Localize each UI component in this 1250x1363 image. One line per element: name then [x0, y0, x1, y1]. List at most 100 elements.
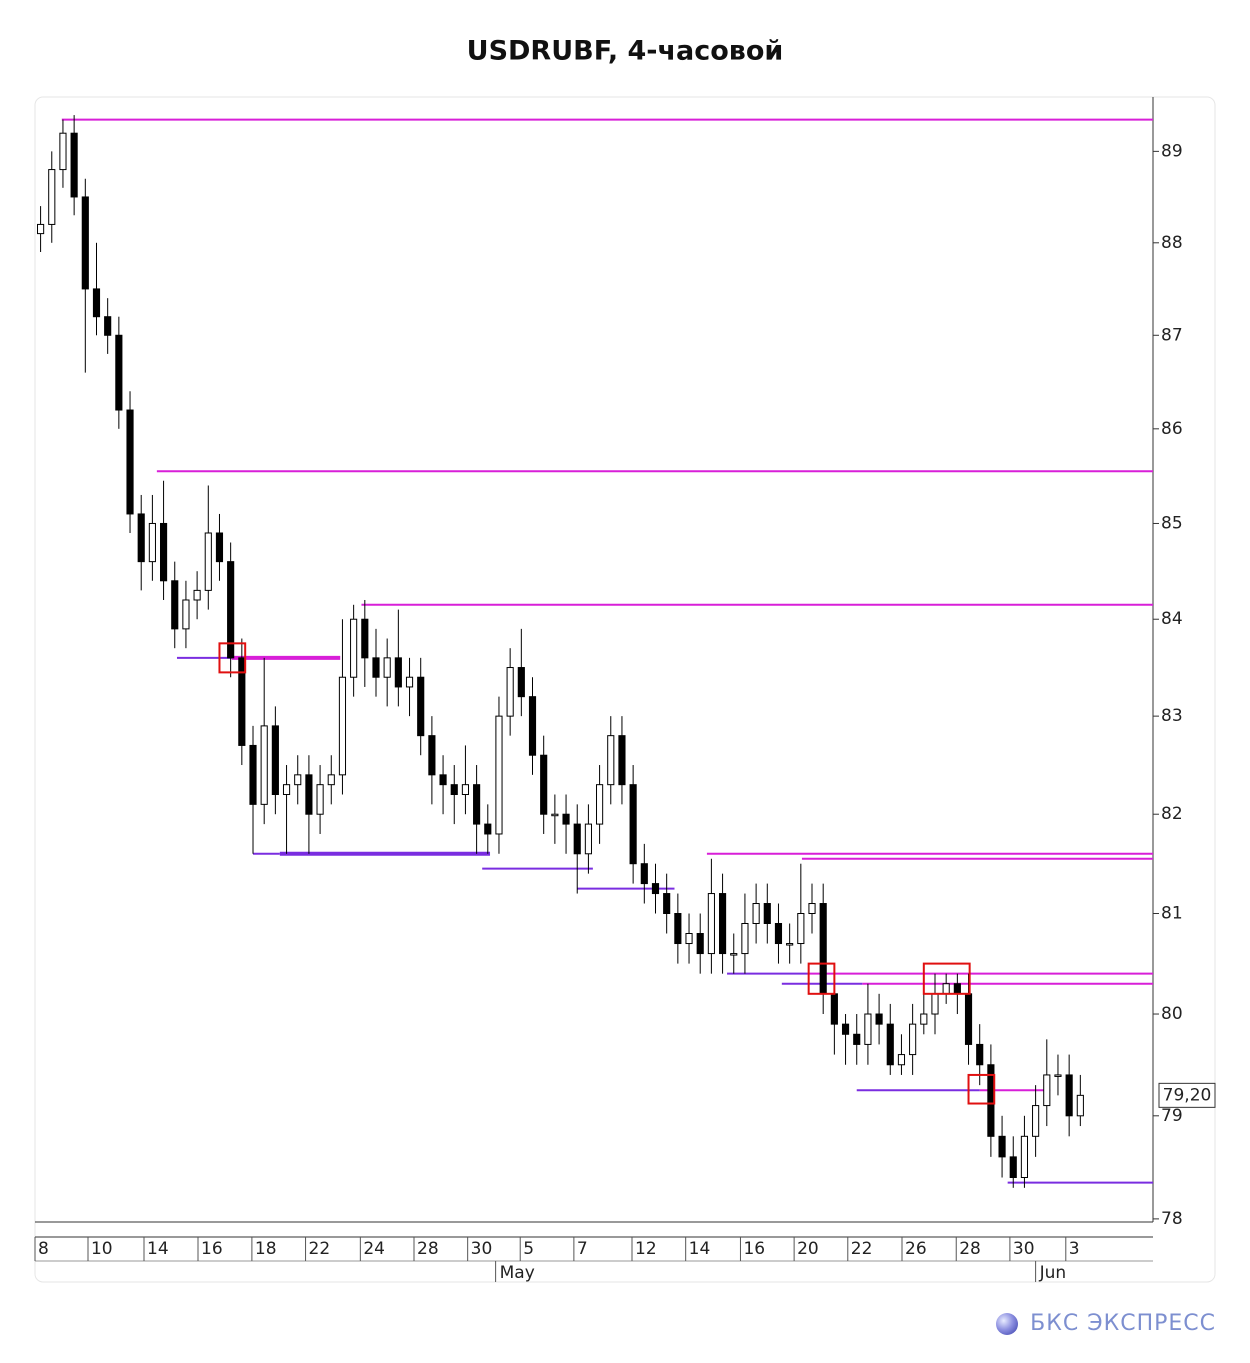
y-tick-label: 81 — [1161, 904, 1183, 924]
x-tick-label: 20 — [797, 1239, 819, 1259]
candle-body — [1009, 1156, 1017, 1178]
candle-body — [774, 922, 783, 945]
candle-body — [573, 823, 581, 855]
candle-body — [663, 893, 671, 915]
y-tick-label: 85 — [1161, 513, 1183, 533]
x-tick-label: 16 — [201, 1239, 223, 1259]
candle-body — [607, 735, 615, 786]
candle-body — [204, 532, 212, 591]
candle-body — [841, 1023, 850, 1035]
candle-body — [316, 784, 324, 815]
x-tick-label: 24 — [363, 1239, 385, 1259]
candle-body — [819, 903, 827, 995]
candle-body — [450, 784, 458, 796]
candle-body — [596, 784, 604, 825]
x-tick-label: 30 — [471, 1239, 493, 1259]
x-tick-label: 16 — [743, 1239, 765, 1259]
candle-body — [584, 823, 592, 855]
candle-body — [808, 903, 816, 915]
candle-body — [383, 657, 391, 678]
candle-body — [797, 913, 805, 945]
brand-logo — [996, 1313, 1018, 1335]
candle-body — [372, 657, 380, 678]
candle-body — [428, 735, 436, 776]
candle-body — [148, 522, 156, 563]
highlight-box — [967, 1073, 996, 1105]
candle-body — [696, 933, 704, 955]
candle-body — [853, 1033, 861, 1045]
candle-body — [528, 696, 537, 756]
candle-body — [1065, 1074, 1073, 1117]
candle-body — [886, 1023, 894, 1066]
chart-panel — [34, 96, 1216, 1283]
candle-body — [629, 784, 637, 865]
candle-body — [260, 725, 268, 805]
candle-body — [976, 1043, 984, 1066]
candle-body — [439, 774, 447, 786]
candle-body — [282, 784, 291, 796]
candle-body — [484, 823, 492, 835]
x-tick-label: 7 — [577, 1239, 588, 1259]
candle-body — [718, 893, 727, 955]
y-tick-label: 86 — [1161, 419, 1183, 439]
candle-body — [350, 618, 358, 678]
candle-body — [70, 132, 78, 198]
x-tick-label: 28 — [417, 1239, 439, 1259]
candle-body — [1043, 1074, 1051, 1107]
candle-body — [875, 1013, 883, 1025]
x-tick-label: 10 — [91, 1239, 113, 1259]
y-tick-label: 82 — [1161, 804, 1183, 824]
candle-body — [417, 676, 425, 737]
candle-body — [562, 813, 570, 825]
candle-body — [59, 132, 67, 171]
candle-body — [238, 657, 246, 746]
candle-body — [495, 715, 503, 835]
x-tick-label: 26 — [905, 1239, 927, 1259]
y-tick-label: 84 — [1161, 609, 1183, 629]
candle-body — [1032, 1105, 1040, 1137]
candle-body — [685, 933, 693, 945]
x-tick-label: 14 — [689, 1239, 711, 1259]
candle-body — [786, 943, 794, 946]
candle-body — [1054, 1074, 1062, 1077]
candle-body — [920, 1013, 928, 1025]
candle-body — [461, 784, 470, 796]
y-tick-label: 80 — [1161, 1004, 1183, 1024]
candle-body — [115, 334, 123, 411]
highlight-box — [218, 642, 247, 674]
candle-body — [126, 409, 134, 515]
x-tick-label: 28 — [959, 1239, 981, 1259]
y-tick-label: 78 — [1161, 1209, 1183, 1229]
x-tick-label: 22 — [309, 1239, 331, 1259]
brand: БКС ЭКСПРЕСС — [1030, 1311, 1216, 1336]
highlight-box — [807, 962, 836, 995]
candle-body — [506, 667, 514, 717]
candle-body — [1076, 1094, 1084, 1117]
candle-body — [227, 561, 235, 659]
month-label: Jun — [1039, 1263, 1067, 1283]
last-price-label: 79,20 — [1163, 1085, 1212, 1105]
candle-body — [651, 883, 660, 895]
candle-body — [640, 863, 648, 885]
x-tick-label: 30 — [1013, 1239, 1035, 1259]
x-tick-label: 22 — [851, 1239, 873, 1259]
candle-body — [707, 893, 715, 955]
last-price-box — [1158, 1082, 1216, 1108]
y-tick-label: 87 — [1161, 325, 1183, 345]
x-tick-label: 12 — [635, 1239, 657, 1259]
candle-body — [953, 983, 961, 995]
candle-body — [294, 774, 302, 786]
candle-body — [752, 903, 760, 924]
candle-body — [361, 618, 369, 659]
candle-body — [763, 903, 771, 924]
candle-body — [517, 667, 525, 698]
candle-body — [182, 599, 190, 630]
candle-body — [964, 993, 973, 1045]
candle-body — [48, 169, 56, 225]
candle-body — [909, 1023, 917, 1056]
candle-body — [137, 513, 145, 563]
candle-body — [159, 522, 168, 582]
candle-body — [551, 813, 559, 817]
candle-body — [618, 735, 626, 786]
y-tick-label: 89 — [1161, 141, 1183, 161]
